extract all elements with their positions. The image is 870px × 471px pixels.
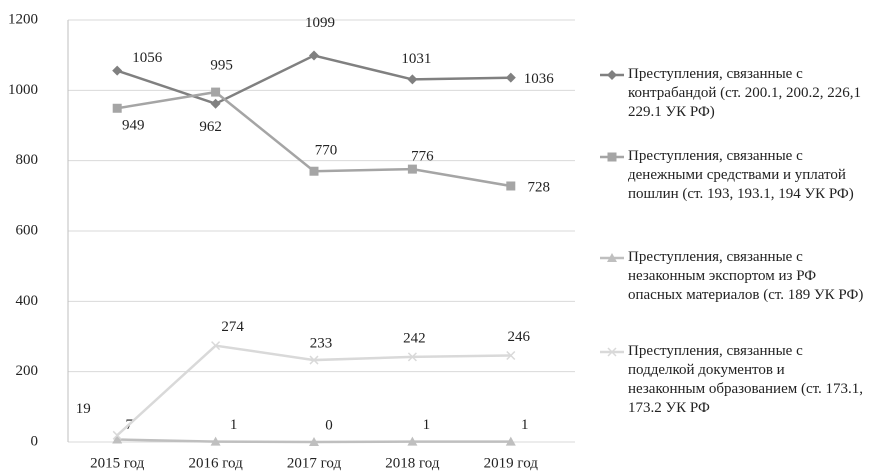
legend-marker: [607, 347, 617, 357]
data-point: [112, 65, 123, 76]
data-point: [407, 74, 418, 85]
x-tick-label: 2018 год: [385, 455, 440, 471]
data-point: [112, 103, 122, 113]
legend-marker: [607, 253, 617, 262]
legend-label: Преступления, связанные с денежными сред…: [628, 148, 854, 202]
series-line: [116, 54, 511, 106]
y-tick-label: 400: [16, 293, 39, 309]
data-label: 0: [325, 417, 333, 433]
data-point: [506, 181, 516, 191]
data-point: [506, 350, 516, 361]
legend-marker: [607, 152, 617, 162]
data-label: 1036: [524, 71, 555, 87]
data-point: [309, 437, 319, 446]
x-tick-label: 2015 год: [90, 455, 145, 471]
data-label: 1: [521, 417, 529, 433]
data-label: 19: [76, 401, 91, 417]
data-label: 962: [199, 119, 222, 135]
data-point: [309, 50, 319, 61]
data-point: [407, 436, 418, 446]
data-point: [505, 436, 516, 446]
x-tick-label: 2017 год: [287, 455, 342, 471]
data-label: 776: [411, 149, 434, 165]
data-label: 274: [221, 319, 244, 335]
data-label: 995: [210, 58, 233, 74]
data-point: [407, 352, 417, 362]
x-tick-label: 2016 год: [188, 455, 243, 471]
y-tick-label: 200: [16, 363, 39, 379]
data-label: 233: [310, 335, 333, 351]
data-label: 242: [403, 330, 426, 346]
data-point: [309, 355, 319, 365]
data-point: [112, 430, 122, 440]
x-tick-label: 2019 год: [484, 455, 539, 471]
data-point: [407, 164, 417, 174]
y-tick-label: 600: [16, 222, 39, 238]
data-point: [210, 436, 221, 446]
data-point: [505, 72, 516, 83]
data-label: 770: [315, 143, 338, 159]
data-label: 1031: [401, 51, 431, 67]
y-tick-label: 1200: [8, 11, 38, 27]
legend-marker: [607, 70, 617, 80]
data-point: [112, 434, 123, 444]
data-point: [309, 166, 319, 176]
y-tick-label: 1000: [8, 82, 38, 98]
y-tick-label: 800: [16, 152, 39, 168]
data-point: [211, 341, 221, 351]
data-label: 949: [122, 118, 145, 134]
data-label: 1056: [132, 50, 163, 66]
data-point: [211, 87, 221, 97]
legend-label: Преступления, связанные с незаконным экс…: [628, 249, 864, 303]
data-label: 1: [230, 417, 238, 433]
y-tick-label: 0: [31, 433, 39, 449]
data-label: 1: [423, 417, 431, 433]
legend-label: Преступления, связанные с контрабандой (…: [628, 66, 862, 120]
data-label: 728: [528, 179, 551, 195]
data-label: 246: [508, 329, 531, 345]
legend-label: Преступления, связанные с подделкой доку…: [628, 343, 864, 416]
data-label: 1099: [305, 15, 335, 31]
data-point: [210, 98, 221, 109]
